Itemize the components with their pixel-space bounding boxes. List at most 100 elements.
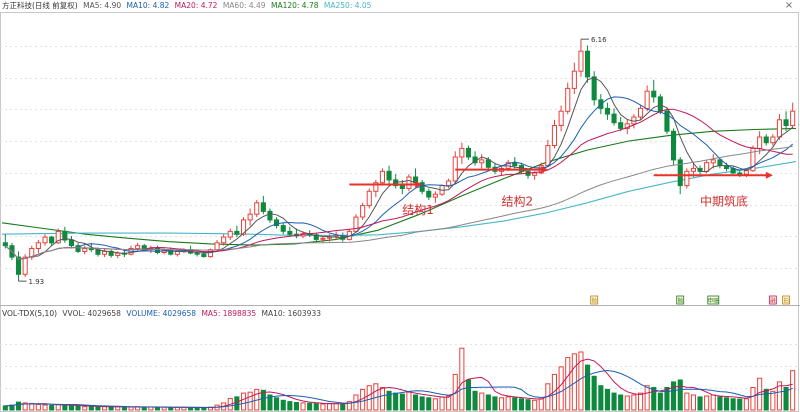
- volume-bar: [446, 395, 452, 411]
- candle-body: [313, 234, 319, 240]
- candle-body: [42, 236, 48, 244]
- ma10-label: MA10: 4.82: [126, 1, 170, 10]
- volume-bar: [512, 397, 518, 411]
- candle-body: [664, 110, 670, 132]
- event-marker: [590, 295, 599, 305]
- event-marker: [707, 295, 720, 305]
- candle-body: [419, 182, 425, 192]
- volume-bar: [346, 401, 352, 411]
- annotation-label: 结构2: [502, 194, 534, 209]
- volume-bar: [690, 394, 697, 411]
- volume-bar: [333, 403, 339, 411]
- candle-body: [558, 110, 564, 126]
- volume-bar: [651, 387, 657, 411]
- candle-body: [591, 76, 597, 101]
- volume-bar: [657, 392, 663, 411]
- volume-bar: [611, 392, 617, 411]
- volume-bar: [260, 389, 266, 411]
- volume-bar: [88, 405, 94, 411]
- candle-body: [247, 213, 253, 221]
- candle-body: [55, 230, 61, 244]
- volume-bar: [479, 392, 485, 411]
- ma60-label: MA60: 4.49: [222, 1, 266, 10]
- volume-bar: [75, 405, 81, 411]
- volume-bar: [399, 393, 405, 411]
- annotation-label: 中期筑底: [700, 194, 748, 209]
- volume-bar: [2, 405, 8, 411]
- annotation-label: 结构1: [402, 202, 434, 217]
- candle-body: [214, 242, 220, 251]
- volume-bar: [406, 391, 412, 411]
- volume-bar: [141, 406, 147, 411]
- close-icon[interactable]: ×: [784, 0, 794, 11]
- volume-bar: [558, 366, 564, 411]
- volume-bar: [776, 381, 783, 411]
- volume-bar: [717, 396, 723, 411]
- candle-body: [545, 145, 551, 167]
- volume-bar: [320, 403, 326, 411]
- volume-bar: [340, 403, 346, 411]
- volume-bar: [35, 403, 41, 411]
- candle-body: [743, 170, 749, 175]
- candle-body: [644, 90, 650, 109]
- candle-body: [406, 176, 412, 189]
- volume-bar: [598, 385, 604, 411]
- volume-bar: [743, 398, 749, 411]
- volume-bar: [465, 379, 471, 411]
- candle-body: [585, 50, 591, 78]
- candle-body: [22, 256, 28, 275]
- ma-lines: [4, 76, 794, 260]
- volume-bar: [724, 397, 730, 411]
- candle-body: [578, 50, 584, 72]
- event-marker: [768, 295, 777, 305]
- event-marker-text: 拍: [783, 297, 789, 305]
- candlesticks: [2, 39, 796, 282]
- candle-body: [267, 210, 273, 221]
- volume-bar: [472, 390, 478, 411]
- long-ma-lines: [1, 127, 797, 246]
- high-label: 6.16: [591, 36, 607, 44]
- candle-body: [254, 202, 260, 215]
- candle-body: [704, 162, 710, 172]
- grid: [0, 12, 800, 412]
- candle-body: [35, 242, 41, 250]
- volume-bar: [300, 402, 306, 411]
- candle-body: [604, 107, 611, 115]
- volume-bar: [485, 394, 491, 411]
- arrow-head: [415, 180, 423, 188]
- candle-body: [737, 172, 743, 175]
- event-marker-text: 抛: [677, 297, 683, 305]
- chart-frame: [0, 12, 799, 412]
- volume-bar: [730, 398, 736, 411]
- volume-bar: [591, 375, 597, 411]
- candle-body: [446, 180, 452, 187]
- volume-bar: [578, 351, 584, 411]
- volume-bar: [293, 402, 299, 411]
- candle-body: [565, 87, 571, 112]
- candle-body: [49, 236, 55, 244]
- candle-body: [651, 90, 657, 98]
- candle-body: [366, 190, 372, 207]
- volume-bar: [671, 381, 677, 411]
- candle-body: [717, 159, 723, 167]
- volume-bar: [82, 406, 88, 411]
- volume-bar: [121, 406, 128, 411]
- volume-panel: [2, 347, 796, 411]
- candle-body: [320, 237, 326, 240]
- event-marker-text: 抛: [591, 297, 597, 305]
- volume-bar: [287, 401, 293, 411]
- candle-body: [677, 159, 683, 187]
- volume-bar: [201, 407, 207, 411]
- candle-body: [757, 136, 763, 149]
- event-marker: [782, 295, 790, 305]
- arrow-head: [765, 171, 773, 179]
- volume-bar: [42, 404, 48, 411]
- low-label: 1.93: [29, 278, 45, 286]
- candle-body: [194, 252, 200, 255]
- candle-body: [227, 230, 233, 238]
- candle-body: [465, 147, 471, 158]
- arrow-head: [540, 166, 548, 174]
- candle-body: [154, 248, 160, 253]
- volume-header: VOL-TDX(5,10) VVOL: 4029658 VOLUME: 4029…: [2, 308, 324, 320]
